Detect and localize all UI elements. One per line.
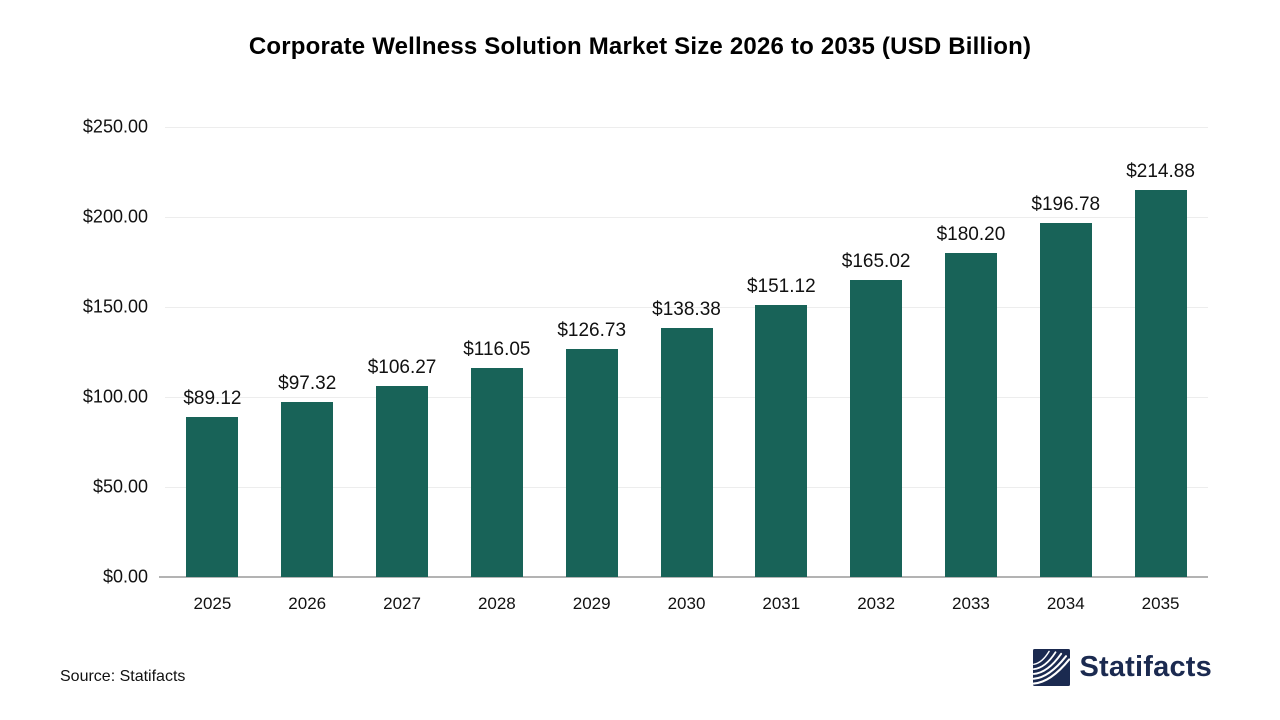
bar-value-label: $126.73 [557, 319, 627, 341]
bar-value-label: $151.12 [746, 275, 816, 297]
plot-area: $89.12 2025 $97.32 2026 $106.27 2027 $116.05 20… [159, 127, 1208, 613]
x-tick-label: 2026 [288, 594, 327, 613]
bar-value-label: $97.32 [278, 372, 337, 394]
gridline [165, 127, 1208, 128]
source-note: Source: Statifacts [60, 668, 186, 685]
bar-2032 [850, 279, 903, 577]
gridline [165, 307, 1208, 308]
bar-value-label: $138.38 [652, 298, 721, 320]
brand-name: Statifacts [1079, 651, 1212, 683]
bar-2033 [944, 252, 997, 577]
y-tick-label: $200.00 [82, 206, 148, 227]
x-tick-label: 2035 [1141, 594, 1180, 613]
x-tick-label: 2030 [667, 594, 706, 613]
y-axis-labels: $0.00 $50.00 $100.00 $150.00 $200.00 $250.00 [40, 117, 148, 587]
chart-title: Corporate Wellness Solution Market Size … [248, 33, 1032, 60]
bar-2026 [281, 401, 334, 577]
bar-2035 [1134, 190, 1187, 577]
brand-logo: Statifacts [1033, 649, 1212, 686]
x-tick-label: 2034 [1046, 594, 1085, 613]
y-tick-label: $250.00 [82, 116, 148, 137]
x-tick-label: 2025 [193, 594, 232, 613]
bar-value-label: $165.02 [841, 250, 911, 272]
x-tick-label: 2027 [383, 594, 421, 613]
bar-value-label: $196.78 [1031, 193, 1101, 215]
bar-2034 [1039, 222, 1092, 577]
x-tick-label: 2033 [952, 594, 990, 613]
bar-value-label: $214.88 [1126, 161, 1195, 183]
y-tick-label: $50.00 [92, 476, 148, 497]
bar-2030 [660, 327, 713, 577]
bar-value-label: $106.27 [367, 356, 437, 378]
bar-2031 [755, 304, 808, 577]
bar-2028 [470, 368, 523, 577]
bar-2027 [376, 385, 429, 577]
x-tick-label: 2032 [857, 594, 896, 613]
statifacts-logo-icon [1033, 649, 1071, 686]
bar-2029 [565, 348, 618, 577]
bar-value-label: $89.12 [183, 387, 242, 409]
bar-value-label: $180.20 [936, 223, 1006, 245]
gridline [165, 217, 1208, 218]
bar-2025 [186, 416, 239, 577]
x-tick-label: 2029 [572, 594, 611, 613]
x-tick-label: 2031 [762, 594, 801, 613]
y-tick-label: $100.00 [82, 386, 148, 407]
x-axis-line [159, 576, 1208, 578]
bar-value-label: $116.05 [463, 339, 531, 361]
x-tick-label: 2028 [477, 594, 516, 613]
y-tick-label: $0.00 [102, 566, 148, 587]
y-tick-label: $150.00 [82, 296, 148, 317]
